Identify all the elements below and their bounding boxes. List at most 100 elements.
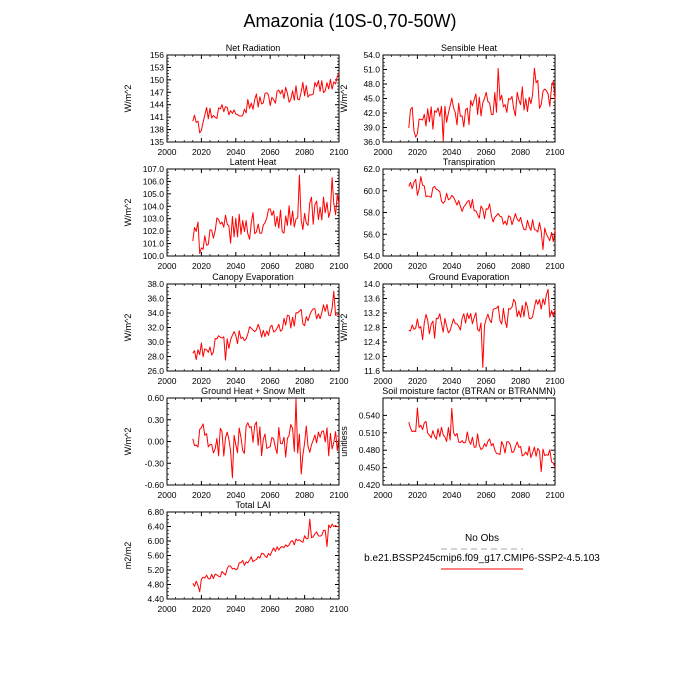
x-tick-label: 2020 (408, 261, 427, 271)
x-tick-label: 2100 (330, 490, 349, 500)
x-tick-label: 2000 (374, 261, 393, 271)
y-tick-label: 34.0 (147, 308, 164, 318)
y-tick-label: 102.0 (143, 226, 165, 236)
x-tick-label: 2080 (511, 376, 530, 386)
x-tick-label: 2080 (295, 261, 314, 271)
legend-obs-label: No Obs (465, 533, 499, 544)
series-line (192, 518, 340, 593)
x-tick-label: 2000 (158, 376, 177, 386)
panel-7: Ground Heat + Snow Melt W/m^2 -0.60 -0.30 0.… (123, 386, 349, 500)
y-tick-label: 28.0 (147, 352, 164, 362)
x-tick-label: 2000 (158, 261, 177, 271)
series-line (408, 288, 556, 368)
x-tick-label: 2080 (511, 490, 530, 500)
y-tick-label: 45.0 (363, 94, 380, 104)
y-tick-label: 14.0 (363, 279, 380, 289)
x-tick-label: 2000 (374, 376, 393, 386)
plot-frame (382, 168, 556, 257)
y-tick-label: -0.30 (145, 458, 165, 468)
x-tick-label: 2060 (261, 261, 280, 271)
plot-frame (166, 54, 340, 143)
x-tick-label: 2020 (408, 490, 427, 500)
x-tick-label: 2100 (546, 376, 565, 386)
y-tick-label: 5.60 (147, 551, 164, 561)
y-tick-label: 13.2 (363, 308, 380, 318)
y-tick-label: 0.60 (147, 393, 164, 403)
y-axis-label: m2/m2 (123, 542, 133, 570)
y-tick-label: 4.40 (147, 594, 164, 604)
x-tick-label: 2060 (261, 604, 280, 614)
y-tick-label: 39.0 (363, 123, 380, 133)
panel-title: Latent Heat (230, 157, 277, 167)
y-tick-label: 60.0 (363, 186, 380, 196)
x-tick-label: 2020 (192, 261, 211, 271)
panel-4: Transpiration 54.0 56.0 58.0 60.0 62.0 2000 202… (363, 157, 564, 271)
x-tick-label: 2000 (374, 147, 393, 157)
x-tick-label: 2080 (295, 147, 314, 157)
x-tick-label: 2060 (477, 490, 496, 500)
x-tick-label: 2020 (192, 147, 211, 157)
x-tick-label: 2040 (226, 147, 245, 157)
y-tick-label: 6.40 (147, 522, 164, 532)
series-line (408, 407, 556, 473)
x-tick-label: 2040 (442, 261, 461, 271)
panel-8: Soil moisture factor (BTRAN or BTRANMN) u… (339, 386, 565, 500)
panel-title: Canopy Evaporation (212, 272, 294, 282)
series-line (408, 67, 556, 142)
x-tick-label: 2000 (374, 490, 393, 500)
x-tick-label: 2060 (477, 261, 496, 271)
x-tick-label: 2060 (261, 147, 280, 157)
y-axis-label: W/m^2 (123, 199, 133, 227)
y-axis-label: W/m^2 (123, 314, 133, 342)
x-tick-label: 2100 (546, 261, 565, 271)
panel-2: Sensible Heat W/m^2 36.0 39.0 42.0 45.0 48.0 51… (339, 43, 565, 157)
y-tick-label: 105.0 (143, 189, 165, 199)
panel-title: Sensible Heat (441, 43, 498, 53)
y-tick-label: -0.60 (145, 480, 165, 490)
series-line (192, 73, 340, 134)
plot-frame (382, 283, 556, 372)
panel-9: Total LAI m2/m2 4.40 4.80 5.20 5.60 6.00 6.40 6.… (123, 500, 349, 614)
x-tick-label: 2020 (408, 147, 427, 157)
y-axis-label: W/m^2 (339, 314, 349, 342)
y-tick-label: 13.6 (363, 294, 380, 304)
x-tick-label: 2020 (192, 604, 211, 614)
x-tick-label: 2020 (192, 376, 211, 386)
panel-3: Latent Heat W/m^2 100.0 101.0 102.0 103.0 104.… (123, 157, 349, 271)
y-tick-label: 58.0 (363, 208, 380, 218)
series-line (408, 176, 556, 250)
x-tick-label: 2100 (330, 376, 349, 386)
panel-title: Total LAI (235, 500, 270, 510)
x-tick-label: 2000 (158, 147, 177, 157)
y-tick-label: 153 (150, 62, 164, 72)
y-tick-label: 5.20 (147, 565, 164, 575)
x-tick-label: 2080 (511, 147, 530, 157)
panel-5: Canopy Evaporation W/m^2 26.0 28.0 30.0 32.0 3… (123, 272, 349, 386)
x-tick-label: 2000 (158, 490, 177, 500)
x-tick-label: 2080 (295, 376, 314, 386)
y-tick-label: 0.450 (359, 463, 381, 473)
y-tick-label: 147 (150, 87, 164, 97)
panel-title: Transpiration (443, 157, 495, 167)
legend-model-label: b.e21.BSSP245cmip6.f09_g17.CMIP6-SSP2-4.… (364, 553, 600, 564)
y-tick-label: 107.0 (143, 164, 165, 174)
y-tick-label: 38.0 (147, 279, 164, 289)
panel-title: Ground Heat + Snow Melt (201, 386, 305, 396)
y-tick-label: 12.4 (363, 337, 380, 347)
x-tick-label: 2080 (511, 261, 530, 271)
y-tick-label: 12.0 (363, 352, 380, 362)
panel-title: Ground Evaporation (429, 272, 510, 282)
panel-1: Net Radiation W/m^2 135 138 141 144 147 150 153 1… (123, 43, 349, 157)
x-tick-label: 2060 (477, 376, 496, 386)
y-tick-label: 36.0 (147, 294, 164, 304)
x-tick-label: 2100 (546, 147, 565, 157)
series-line (192, 290, 340, 361)
y-axis-label: W/m^2 (123, 428, 133, 456)
figure-title: Amazonia (10S-0,70-50W) (243, 11, 456, 31)
y-tick-label: 26.0 (147, 366, 164, 376)
y-tick-label: 103.0 (143, 214, 165, 224)
y-tick-label: 36.0 (363, 137, 380, 147)
y-tick-label: 101.0 (143, 239, 165, 249)
y-tick-label: 62.0 (363, 164, 380, 174)
